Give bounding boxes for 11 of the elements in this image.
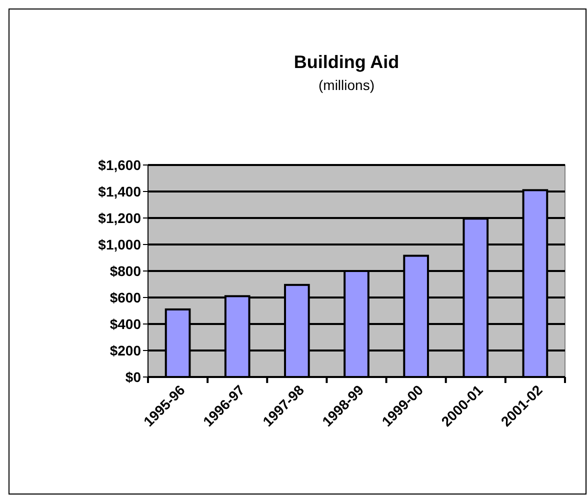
y-tick-label: $400	[110, 316, 142, 332]
chart-subtitle: (millions)	[318, 77, 374, 93]
y-tick-label: $600	[110, 289, 142, 306]
y-tick-label: $1,200	[98, 210, 142, 226]
y-tick-label: $800	[110, 262, 142, 279]
y-tick-label: $200	[110, 342, 142, 358]
y-tick-label: $0	[125, 368, 142, 385]
chart-title: Building Aid	[294, 52, 400, 72]
y-tick-label: $1,400	[98, 183, 142, 200]
y-tick-label: $1,000	[98, 236, 142, 252]
y-tick-label: $1,600	[98, 156, 142, 173]
